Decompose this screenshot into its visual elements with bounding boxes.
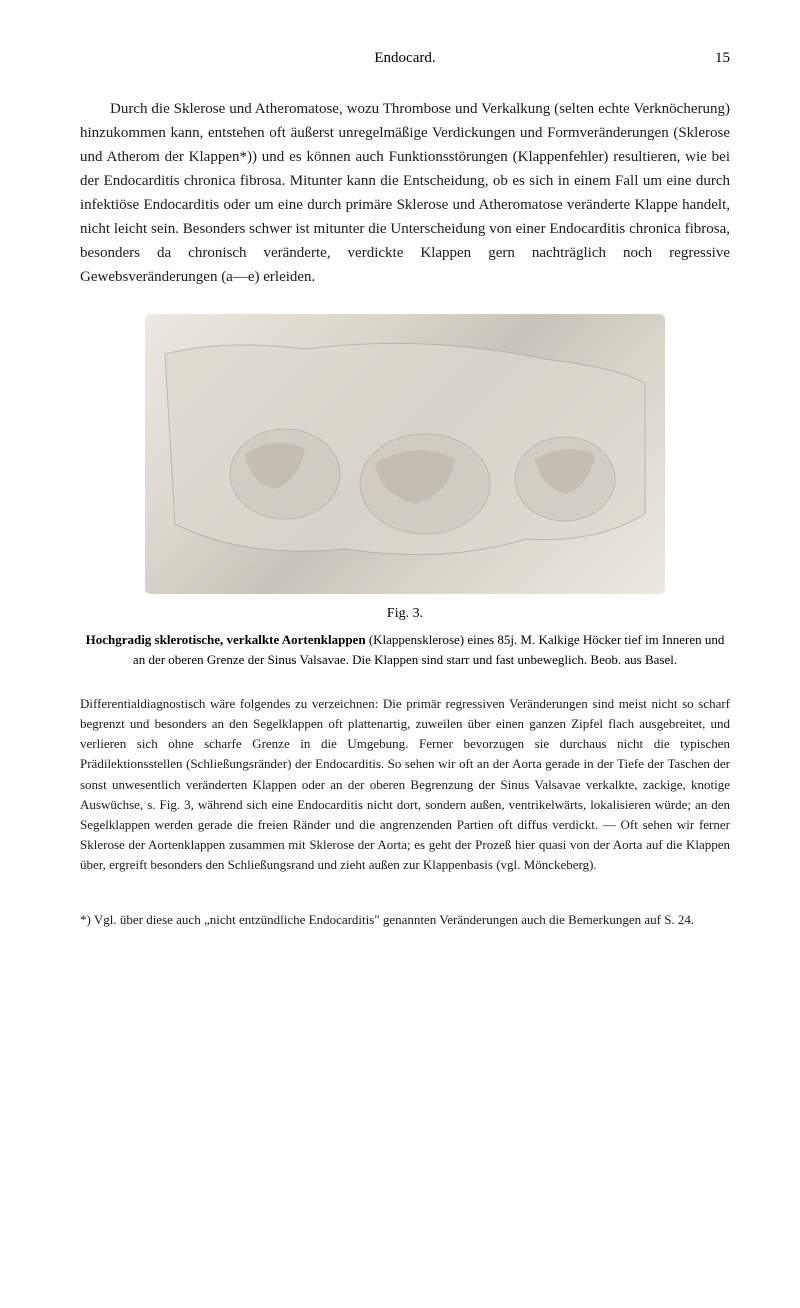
paragraph-1-text: Durch die Sklerose und Atheromatose, woz… — [80, 101, 730, 285]
figure-container: Fig. 3. Hochgradig sklerotische, verkalk… — [80, 314, 730, 669]
header-title: Endocard. — [374, 50, 435, 67]
footnote: *) Vgl. über diese auch „nicht entzündli… — [80, 910, 730, 930]
figure-image — [145, 314, 665, 594]
paragraph-1: Durch die Sklerose und Atheromatose, woz… — [80, 97, 730, 289]
page-header: Endocard. 15 — [80, 50, 730, 67]
footnote-text: *) Vgl. über diese auch „nicht entzündli… — [80, 912, 694, 927]
page-number: 15 — [715, 50, 730, 67]
paragraph-2-text: Differentialdiagnostisch wäre folgendes … — [80, 696, 730, 872]
figure-caption-bold: Hochgradig sklerotische, verkalkte Aorte… — [86, 632, 366, 647]
paragraph-2: Differentialdiagnostisch wäre folgendes … — [80, 694, 730, 875]
figure-label: Fig. 3. — [80, 606, 730, 622]
figure-caption: Hochgradig sklerotische, verkalkte Aorte… — [80, 630, 730, 669]
